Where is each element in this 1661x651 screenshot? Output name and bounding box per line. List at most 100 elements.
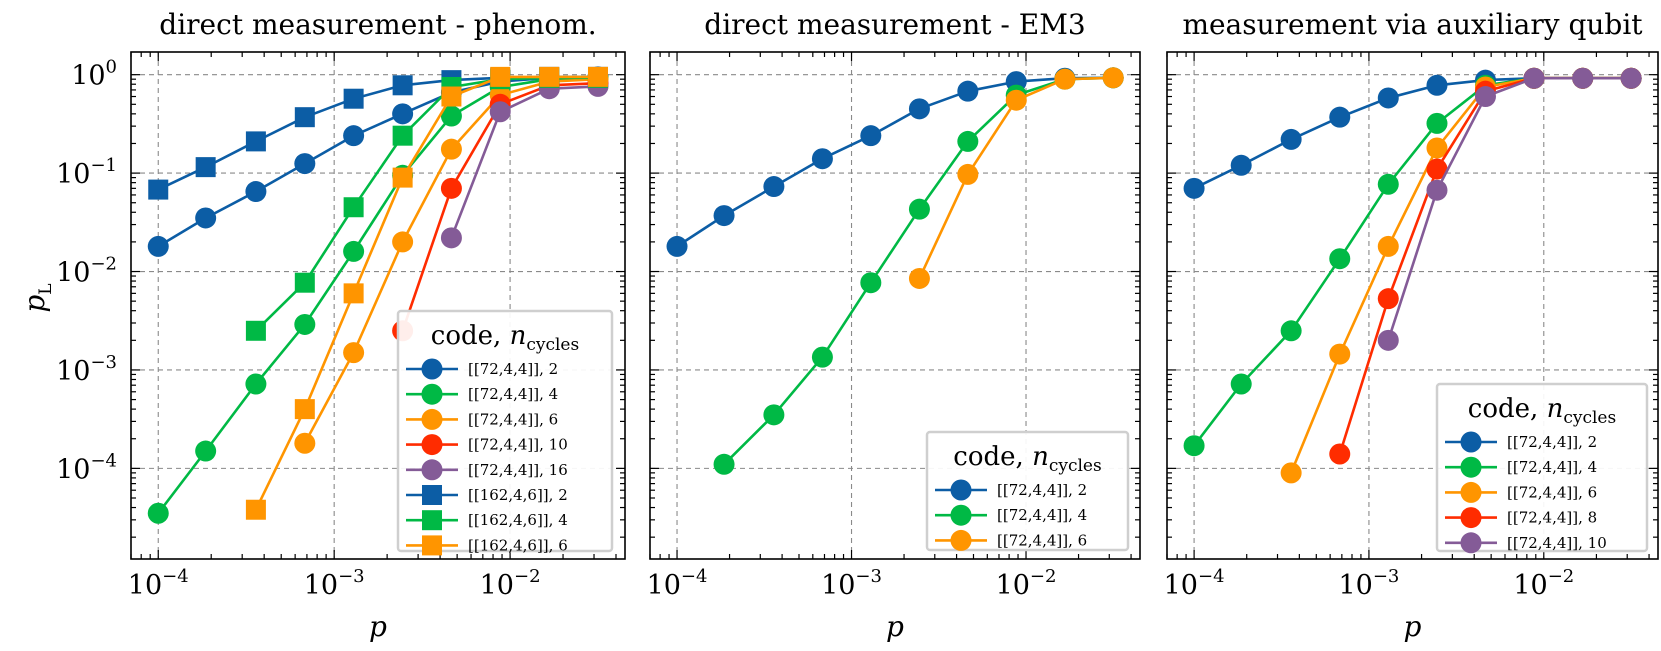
legend-entry: [[72,4,4]], 10 [406, 434, 568, 456]
data-point [908, 198, 930, 220]
legend-label: [[72,4,4]], 10 [1507, 534, 1607, 552]
legend-marker [950, 504, 972, 526]
data-point [392, 125, 413, 146]
data-point [1329, 443, 1351, 465]
data-point [195, 440, 217, 462]
legend-marker [422, 535, 442, 556]
legend-entry: [[72,4,4]], 4 [1445, 456, 1597, 478]
legend-label: [[72,4,4]], 4 [1507, 458, 1597, 476]
data-point [245, 181, 267, 203]
panel-1: direct measurement - phenom. 10−4 10−3 10−2… [56, 8, 626, 643]
legend-title: code, ncycles [953, 442, 1101, 476]
legend-entry: [[72,4,4]], 8 [1445, 507, 1597, 529]
data-point [908, 267, 930, 289]
data-point [1280, 462, 1302, 484]
data-point [343, 240, 365, 262]
legend-label: [[72,4,4]], 2 [1507, 433, 1597, 451]
legend-label: [[72,4,4]], 4 [468, 385, 558, 403]
data-point [245, 373, 267, 395]
data-point [148, 179, 169, 200]
data-point [811, 148, 833, 170]
legend-label: [[72,4,4]], 4 [997, 506, 1087, 524]
legend: code, ncycles [[72,4,4]], 2 [[72,4,4]], 4 [… [925, 430, 1130, 552]
legend-entry: [[72,4,4]], 6 [935, 529, 1087, 551]
plot-frame [1166, 51, 1659, 560]
series-line [157, 76, 599, 514]
legend: code, ncycles [[72,4,4]], 2 [[72,4,4]], 4 [… [396, 309, 614, 556]
panel-title: direct measurement - EM3 [704, 8, 1085, 41]
legend-entry: [[72,4,4]], 2 [406, 358, 558, 380]
series-[[72,4,4]], 16 [440, 75, 609, 249]
data-point [1230, 154, 1252, 176]
y-axis-label-base: p [18, 295, 51, 313]
series-line [157, 75, 599, 248]
series-line [1387, 76, 1632, 341]
legend-title: code, ncycles [431, 321, 579, 355]
y-tick-label: 10−3 [56, 352, 117, 387]
legend-marker [421, 408, 443, 430]
data-point [1426, 74, 1448, 96]
data-point [147, 502, 169, 524]
legend-label: [[72,4,4]], 10 [468, 436, 568, 454]
legend-marker [422, 510, 442, 531]
data-point [1474, 86, 1496, 108]
legend-label: [[72,4,4]], 16 [468, 461, 568, 479]
legend-entry: [[72,4,4]], 6 [406, 408, 558, 430]
legend-label: [[72,4,4]], 2 [468, 360, 558, 378]
data-point [763, 176, 785, 198]
data-point [1005, 89, 1027, 111]
data-point [1377, 288, 1399, 310]
data-point [294, 399, 315, 420]
data-point [1377, 87, 1399, 109]
legend-entry: [[72,4,4]], 16 [406, 459, 568, 481]
legend-entry: [[162,4,6]], 4 [406, 510, 568, 531]
legend-entry: [[72,4,4]], 6 [1445, 481, 1597, 503]
data-point [1329, 343, 1351, 365]
data-point [245, 499, 266, 520]
data-point [1426, 179, 1448, 201]
legend-marker [422, 485, 442, 505]
data-point [441, 86, 462, 107]
data-point [1054, 68, 1076, 90]
data-point [811, 346, 833, 368]
legend-title: code, ncycles [1468, 394, 1616, 428]
data-point [1523, 67, 1545, 89]
x-axis-label: p [886, 610, 904, 643]
legend-label: [[162,4,6]], 2 [468, 486, 568, 504]
x-tick-label: 10−4 [128, 566, 189, 601]
data-point [245, 131, 266, 152]
x-tick-label: 10−4 [1164, 566, 1225, 601]
data-point [666, 235, 688, 257]
legend-entry: [[162,4,6]], 6 [406, 535, 568, 556]
data-point [490, 66, 511, 87]
panel-title: direct measurement - phenom. [159, 8, 596, 41]
legend-box [1435, 382, 1649, 553]
data-point [343, 283, 364, 304]
legend-marker [1460, 456, 1482, 478]
data-point [1377, 235, 1399, 257]
legend-marker [421, 383, 443, 405]
data-point [343, 88, 364, 109]
legend-label: [[72,4,4]], 8 [1507, 509, 1597, 527]
data-point [195, 207, 217, 229]
data-point [1230, 373, 1252, 395]
data-point [860, 272, 882, 294]
data-point [440, 105, 462, 127]
data-point [294, 313, 316, 335]
panel-2: direct measurement - EM3 10−4 10−3 10−2 p cod… [647, 8, 1141, 643]
data-point [195, 157, 216, 178]
data-point [1280, 320, 1302, 342]
data-point [245, 320, 266, 341]
x-axis-label: p [1404, 610, 1422, 643]
data-point [763, 404, 785, 426]
panel-title: measurement via auxiliary qubit [1182, 8, 1643, 41]
legend-entry: [[72,4,4]], 2 [935, 479, 1087, 501]
series-line [676, 76, 1114, 248]
y-tick-label: 100 [71, 57, 117, 92]
data-point [440, 227, 462, 249]
legend-label: [[162,4,6]], 6 [468, 536, 568, 554]
legend-label: [[162,4,6]], 4 [468, 511, 568, 529]
legend-entry: [[72,4,4]], 10 [1445, 532, 1607, 554]
legend-marker [1460, 431, 1482, 453]
data-point [392, 75, 413, 96]
